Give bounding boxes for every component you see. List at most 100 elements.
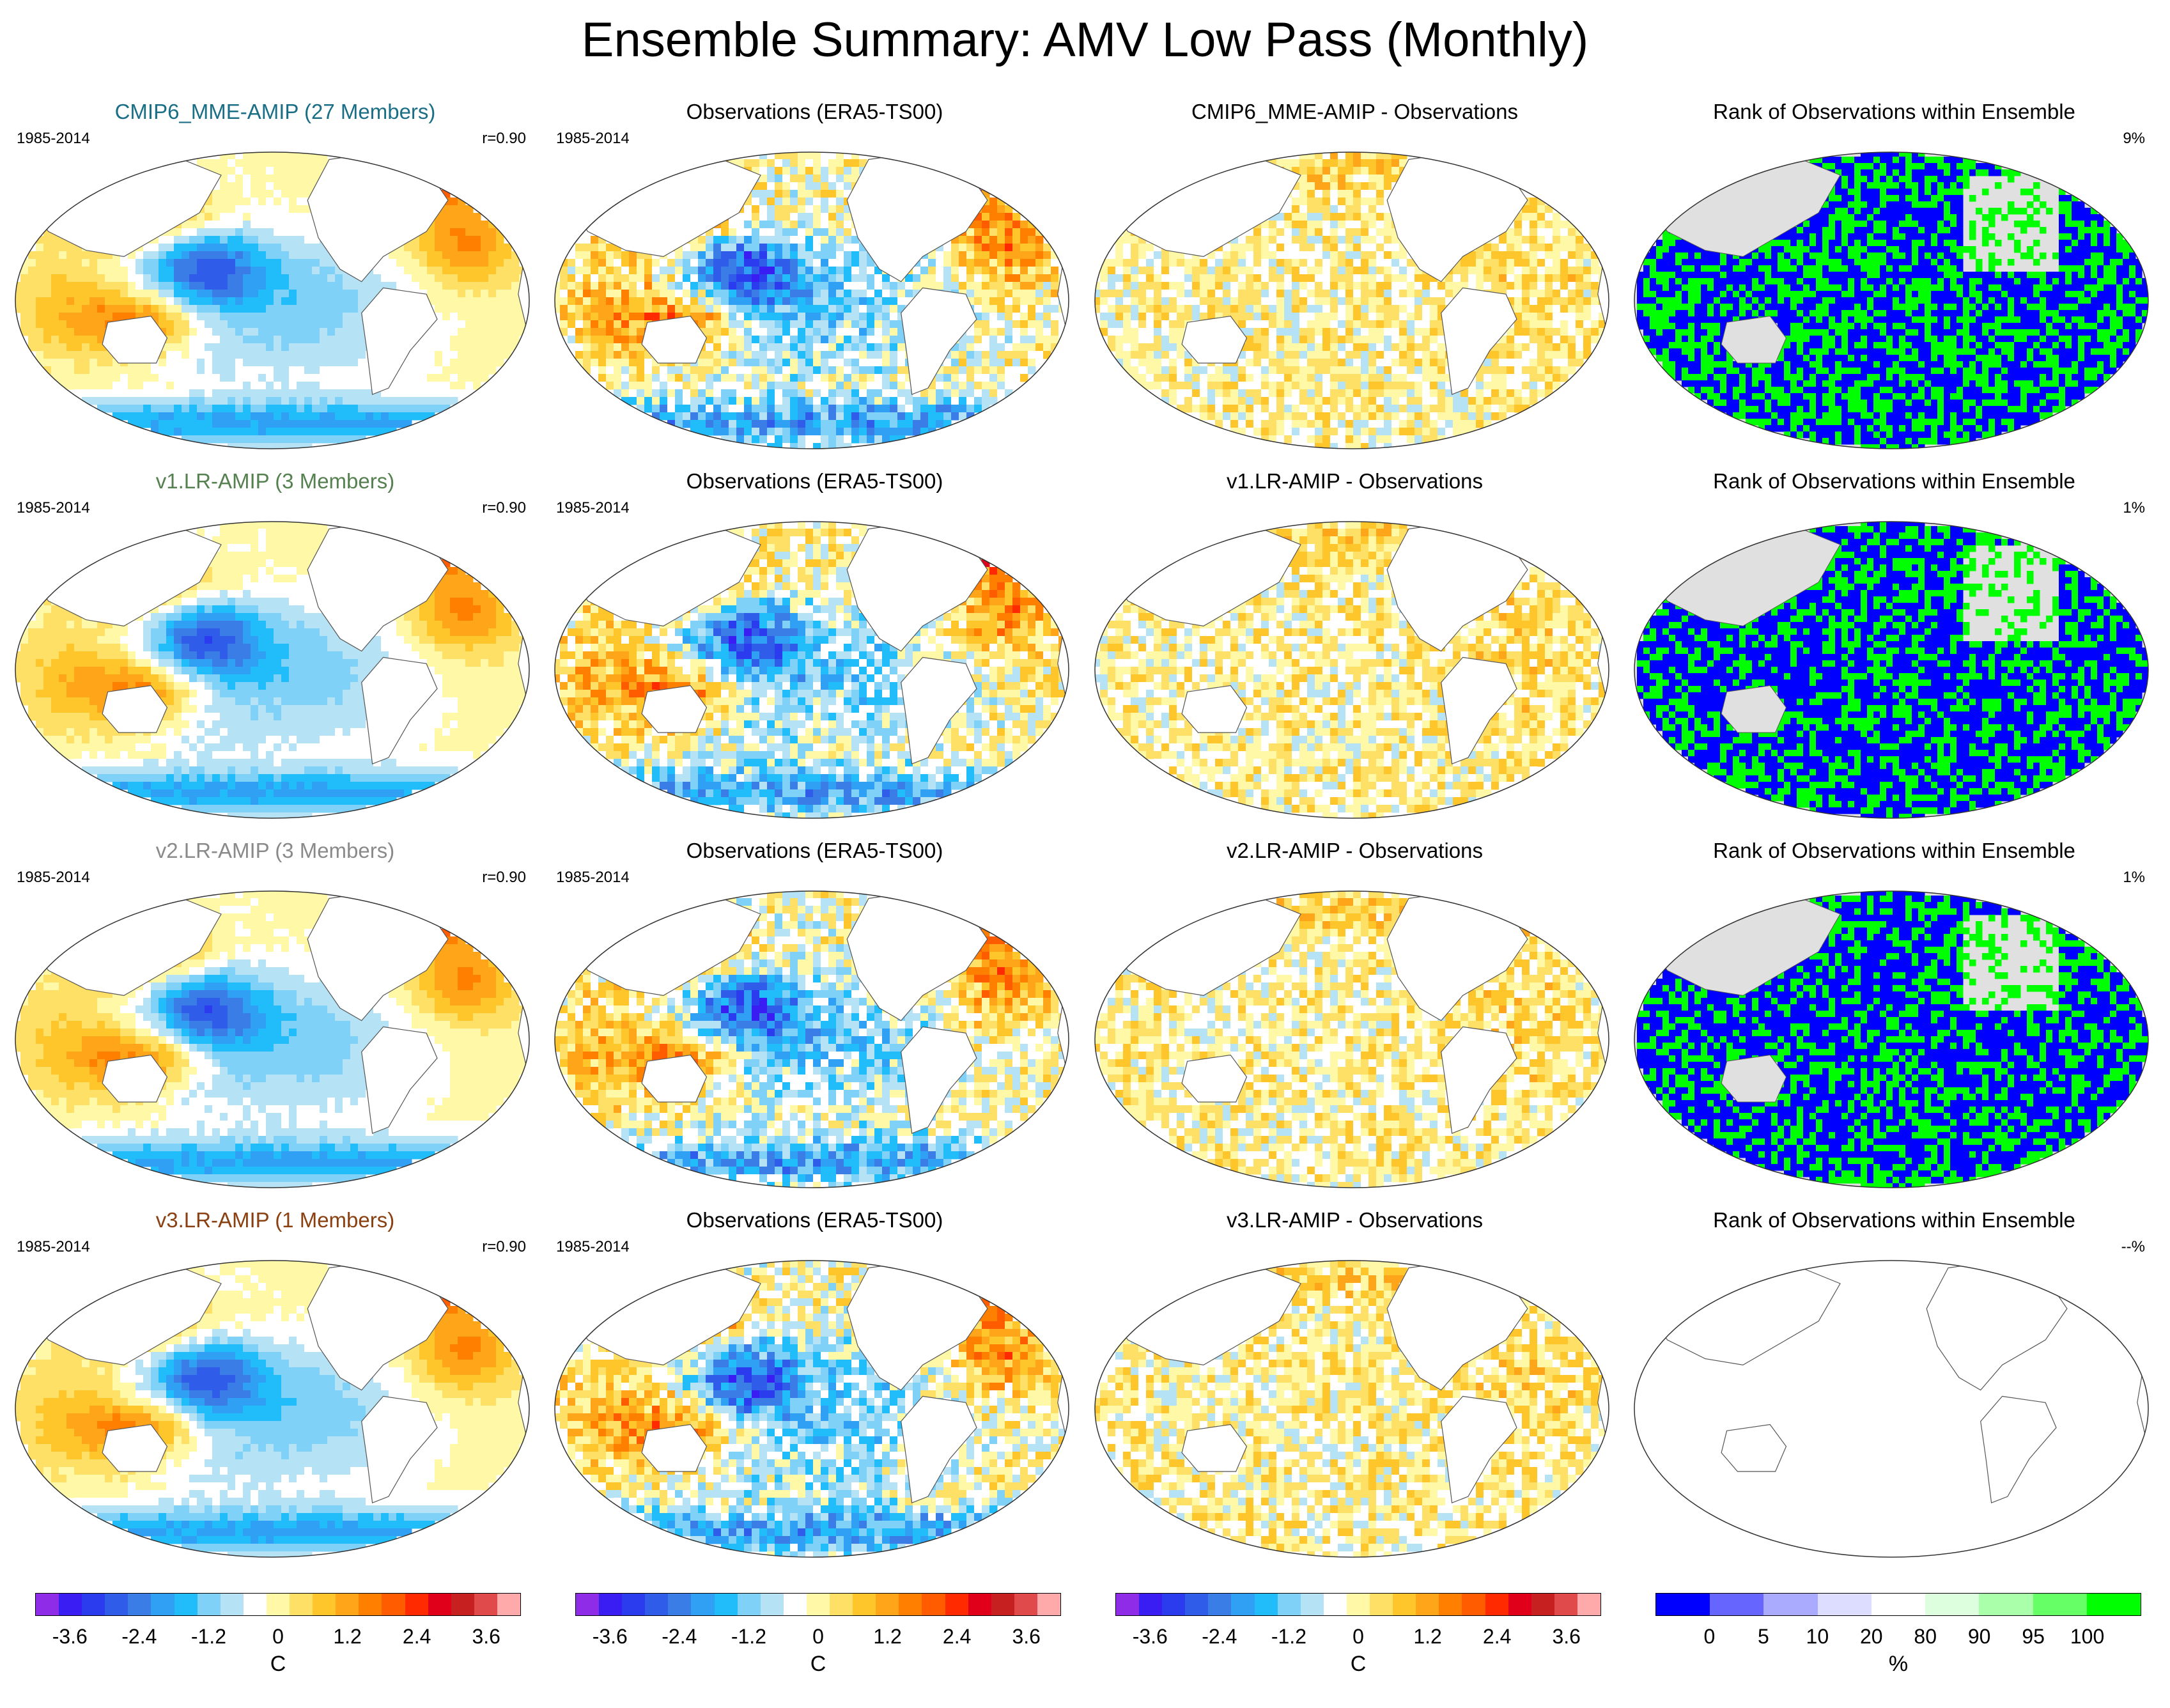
colorbar-swatch <box>738 1594 761 1615</box>
land-greenland <box>1544 892 1587 940</box>
rank-map <box>1624 144 2164 457</box>
map-container <box>1085 144 1625 457</box>
colorbar-swatch <box>1416 1594 1439 1615</box>
colorbar-tick-label: -2.4 <box>121 1625 157 1648</box>
colorbar-swatch <box>105 1594 128 1615</box>
land-africa <box>518 1002 545 1089</box>
rank-map <box>1624 1252 2164 1565</box>
land-africa <box>1598 632 1625 720</box>
rank-map <box>1624 513 2164 827</box>
colorbar-swatch <box>1818 1594 1872 1615</box>
land-greenland <box>1544 1262 1587 1309</box>
obs-map <box>545 1252 1085 1565</box>
obs-panel-title: Observations (ERA5-TS00) <box>545 1207 1085 1233</box>
colorbar-swatch <box>1324 1594 1347 1615</box>
colorbar-swatch <box>36 1594 59 1615</box>
land-africa <box>1058 263 1085 350</box>
colorbar-swatch <box>1577 1594 1600 1615</box>
colorbar-tick-label: 100 <box>2070 1625 2104 1648</box>
colorbar-swatch <box>599 1594 622 1615</box>
colorbar-swatch <box>1439 1594 1462 1615</box>
map-container <box>5 513 545 827</box>
model-map <box>5 1252 545 1565</box>
land-greenland <box>1004 1262 1047 1309</box>
colorbar-tick-label: 0 <box>1352 1625 1364 1648</box>
colorbar-swatch <box>576 1594 599 1615</box>
colorbar-swatch <box>59 1594 82 1615</box>
rank-panel-title: Rank of Observations within Ensemble <box>1624 838 2164 864</box>
colorbar-tick-label: -1.2 <box>731 1625 766 1648</box>
model-map <box>5 144 545 457</box>
rank-panel-title: Rank of Observations within Ensemble <box>1624 1207 2164 1233</box>
colorbar-swatch <box>1301 1594 1324 1615</box>
obs-panel-title: Observations (ERA5-TS00) <box>545 469 1085 494</box>
rank-panel: Rank of Observations within Ensemble--% <box>1624 1207 2164 1565</box>
obs-panel: Observations (ERA5-TS00)1985-2014 <box>545 1207 1085 1565</box>
diff-panel: v2.LR-AMIP - Observations <box>1085 838 1625 1196</box>
colorbar-tick-label: 20 <box>1860 1625 1883 1648</box>
colorbar-swatch <box>267 1594 290 1615</box>
obs-map <box>545 513 1085 827</box>
colorbar-swatch <box>645 1594 668 1615</box>
land-africa <box>1598 263 1625 350</box>
colorbar-swatch <box>945 1594 968 1615</box>
diff-panel: v1.LR-AMIP - Observations <box>1085 469 1625 827</box>
land-africa <box>1598 1371 1625 1459</box>
colorbar-swatch <box>1485 1594 1508 1615</box>
colorbar-swatch <box>1979 1594 2033 1615</box>
colorbar-tick-label: -1.2 <box>1271 1625 1306 1648</box>
colorbar-swatch <box>1710 1594 1763 1615</box>
colorbar-swatch <box>922 1594 945 1615</box>
map-container <box>545 513 1085 827</box>
colorbar-swatch <box>405 1594 428 1615</box>
colorbar-unit: C <box>810 1652 826 1676</box>
land-greenland <box>1004 892 1047 940</box>
obs-panel: Observations (ERA5-TS00)1985-2014 <box>545 469 1085 827</box>
map-container <box>545 1252 1085 1565</box>
colorbar-swatch <box>1656 1594 1710 1615</box>
colorbar-tick-label: 2.4 <box>943 1625 971 1648</box>
land-greenland <box>464 1262 508 1309</box>
colorbar-tick-label: 95 <box>2022 1625 2045 1648</box>
colorbar-swatch <box>359 1594 382 1615</box>
obs-panel-title: Observations (ERA5-TS00) <box>545 838 1085 864</box>
map-container <box>1085 1252 1625 1565</box>
diff-map <box>1085 883 1625 1196</box>
colorbar-swatch <box>221 1594 244 1615</box>
model-panel-title: v3.LR-AMIP (1 Members) <box>5 1207 545 1233</box>
obs-map <box>545 883 1085 1196</box>
colorbar-swatch <box>290 1594 313 1615</box>
colorbar-swatch <box>1278 1594 1301 1615</box>
colorbar-unit: C <box>270 1652 286 1676</box>
diff-panel: CMIP6_MME-AMIP - Observations <box>1085 99 1625 457</box>
colorbar-strip <box>1655 1593 2141 1616</box>
rank-map <box>1624 883 2164 1196</box>
obs-panel: Observations (ERA5-TS00)1985-2014 <box>545 838 1085 1196</box>
colorbar-tick-label: 2.4 <box>403 1625 431 1648</box>
land-africa <box>518 263 545 350</box>
colorbar-swatch <box>82 1594 105 1615</box>
colorbar-swatch <box>336 1594 359 1615</box>
colorbar-swatch <box>2033 1594 2087 1615</box>
diff-map <box>1085 144 1625 457</box>
colorbar-swatch <box>784 1594 807 1615</box>
colorbar-tick-label: -3.6 <box>1133 1625 1168 1648</box>
colorbar-swatch <box>853 1594 876 1615</box>
colorbar-swatch <box>1554 1594 1577 1615</box>
land-africa <box>1058 1371 1085 1459</box>
colorbar-swatch <box>830 1594 853 1615</box>
colorbar-tick-label: -1.2 <box>191 1625 226 1648</box>
map-container <box>5 144 545 457</box>
colorbar-swatch <box>1347 1594 1370 1615</box>
obs-map <box>545 144 1085 457</box>
colorbar-swatch <box>1763 1594 1817 1615</box>
